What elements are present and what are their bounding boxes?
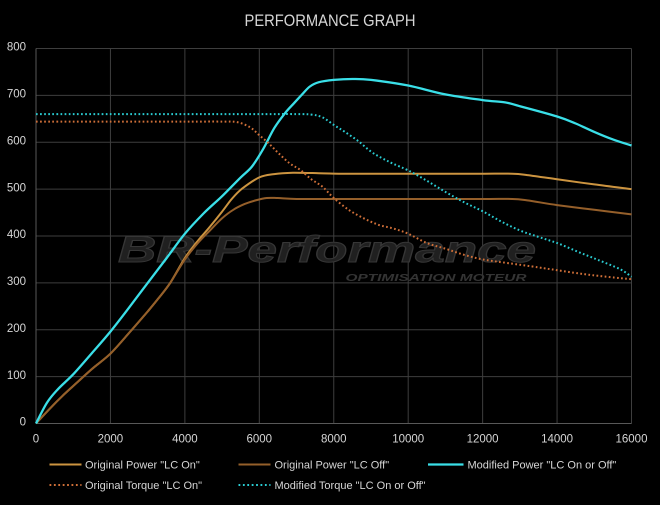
svg-text:300: 300 (7, 276, 26, 288)
svg-text:6000: 6000 (247, 433, 273, 445)
svg-text:200: 200 (7, 323, 26, 335)
svg-text:8000: 8000 (321, 433, 347, 445)
svg-text:400: 400 (7, 229, 26, 241)
svg-text:PERFORMANCE GRAPH: PERFORMANCE GRAPH (245, 11, 416, 30)
svg-text:600: 600 (7, 135, 26, 147)
svg-text:0: 0 (20, 417, 26, 429)
svg-text:0: 0 (33, 433, 39, 445)
svg-text:Modified Torque "LC On or Off": Modified Torque "LC On or Off" (275, 480, 426, 492)
svg-text:4000: 4000 (172, 433, 198, 445)
svg-text:500: 500 (7, 182, 26, 194)
svg-text:Original Power "LC Off": Original Power "LC Off" (275, 460, 390, 472)
svg-text:100: 100 (7, 370, 26, 382)
svg-text:Original Power "LC On": Original Power "LC On" (85, 460, 200, 472)
svg-text:700: 700 (7, 89, 26, 101)
svg-text:800: 800 (7, 42, 26, 54)
svg-text:2000: 2000 (98, 433, 124, 445)
svg-text:Modified Power "LC On or Off": Modified Power "LC On or Off" (468, 460, 617, 472)
svg-text:10000: 10000 (392, 433, 424, 445)
svg-text:OPTIMISATION MOTEUR: OPTIMISATION MOTEUR (346, 273, 528, 284)
svg-text:Original Torque "LC On": Original Torque "LC On" (85, 480, 202, 492)
svg-text:BR-Performance: BR-Performance (118, 229, 536, 270)
svg-text:14000: 14000 (541, 433, 573, 445)
svg-text:16000: 16000 (616, 433, 648, 445)
svg-text:12000: 12000 (467, 433, 499, 445)
